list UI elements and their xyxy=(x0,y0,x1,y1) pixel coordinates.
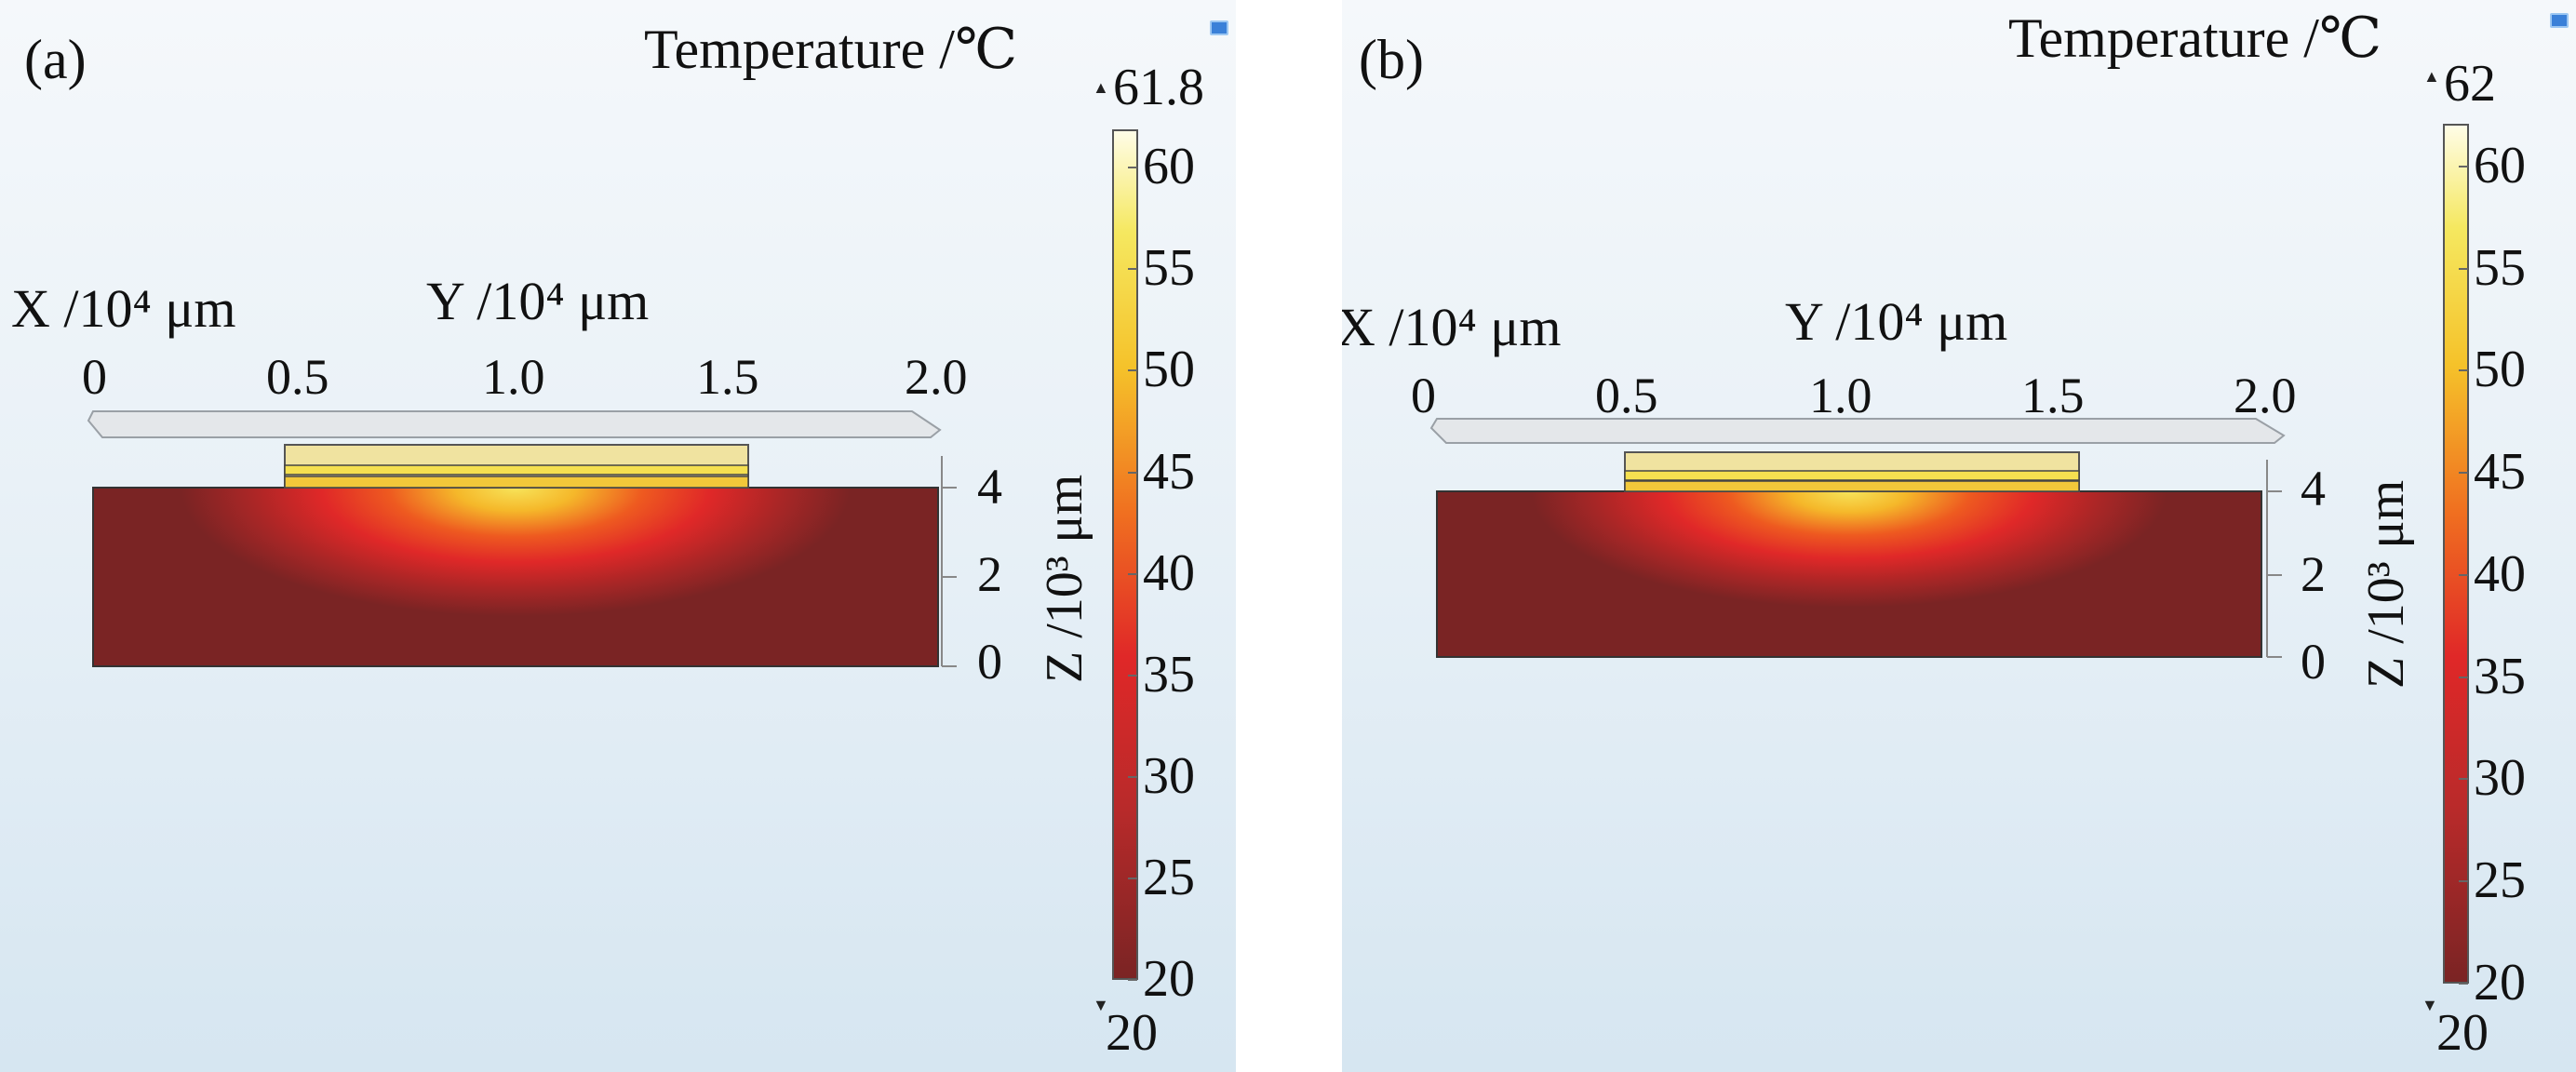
colorbar-title: Temperature /℃ xyxy=(2008,7,2382,69)
colorbar-tick-35: 35 xyxy=(1143,645,1195,704)
colorbar-tick-40: 40 xyxy=(1143,543,1195,602)
colorbar-tick-mark xyxy=(2459,472,2468,475)
film-layer-bottom xyxy=(284,476,749,489)
scene-b xyxy=(1429,124,2469,984)
colorbar-tick-50: 50 xyxy=(1143,341,1195,399)
heatmap-panel-a: (a) Temperature /℃ ▲ 61.8 ▼ 20 60 55 50 45 4… xyxy=(0,0,1236,1072)
colorbar-tick-mark xyxy=(2459,369,2468,372)
x-tick-2.0: 2.0 xyxy=(2234,368,2297,423)
colorbar-tick-60: 60 xyxy=(2474,136,2526,194)
z-tick-2: 2 xyxy=(2301,546,2326,602)
ground-plane xyxy=(1429,418,2286,444)
colorbar-tick-mark xyxy=(1128,572,1137,575)
film-layer xyxy=(284,464,749,476)
x-tick-0.5: 0.5 xyxy=(266,349,329,405)
x-tick-1.0: 1.0 xyxy=(482,349,545,405)
colorbar-tick-mark xyxy=(2459,983,2468,985)
z-tick-4: 4 xyxy=(2301,461,2326,516)
colorbar-tick-45: 45 xyxy=(2474,443,2526,502)
colorbar-tick-50: 50 xyxy=(2474,341,2526,399)
y-axis-title: Y /10⁴ μm xyxy=(1785,291,2008,352)
z-tick-0: 0 xyxy=(2301,634,2326,690)
z-tick-0: 0 xyxy=(977,634,1002,690)
colorbar-tick-25: 25 xyxy=(1143,848,1195,906)
x-tick-0: 0 xyxy=(1411,368,1436,423)
x-tick-2.0: 2.0 xyxy=(905,349,968,405)
colorbar-tick-mark xyxy=(1128,775,1137,778)
panel-label: (b) xyxy=(1359,29,1424,90)
colorbar-tick-mark xyxy=(2459,267,2468,270)
film-layer xyxy=(1624,470,2080,481)
x-axis-title: X /10⁴ μm xyxy=(11,278,236,339)
heatmap-panel-b: (b) Temperature /℃ ▲ 62 ▼ 20 60 55 50 45 40 3… xyxy=(1342,0,2576,1072)
colorbar-tick-30: 30 xyxy=(2474,749,2526,808)
colorbar-tick-45: 45 xyxy=(1143,442,1195,501)
z-axis-title: Z /10³ μm xyxy=(2357,479,2415,689)
min-arrow-icon: ▼ xyxy=(2422,996,2438,1014)
app-logo-icon xyxy=(1210,20,1228,35)
colorbar-tick-30: 30 xyxy=(1143,746,1195,805)
colorbar-max-label: 61.8 xyxy=(1113,59,1204,116)
colorbar-tick-mark xyxy=(1128,471,1137,474)
substrate-heat xyxy=(1436,490,2262,658)
x-axis-title: X /10⁴ μm xyxy=(1342,297,1562,357)
substrate-heat xyxy=(92,487,939,667)
colorbar-tick-55: 55 xyxy=(1143,239,1195,298)
panel-label: (a) xyxy=(24,29,87,90)
colorbar-tick-25: 25 xyxy=(2474,851,2526,910)
colorbar-tick-mark xyxy=(1128,369,1137,372)
colorbar-tick-55: 55 xyxy=(2474,238,2526,297)
colorbar-tick-mark xyxy=(2459,880,2468,883)
colorbar-tick-60: 60 xyxy=(1143,138,1195,196)
x-tick-0.5: 0.5 xyxy=(1595,368,1658,423)
colorbar-tick-mark xyxy=(2459,165,2468,168)
colorbar-tick-mark xyxy=(1128,674,1137,677)
x-tick-1.0: 1.0 xyxy=(1809,368,1872,423)
z-tick-4: 4 xyxy=(977,459,1002,515)
x-tick-1.5: 1.5 xyxy=(696,349,759,405)
film-layer-bottom xyxy=(1624,480,2080,492)
colorbar-a xyxy=(1112,129,1138,980)
colorbar-tick-mark xyxy=(2459,573,2468,576)
colorbar-b xyxy=(2443,124,2469,984)
ground-plane xyxy=(87,410,942,438)
z-axis-title: Z /10³ μm xyxy=(1036,474,1093,683)
colorbar-tick-35: 35 xyxy=(2474,647,2526,705)
x-tick-1.5: 1.5 xyxy=(2021,368,2085,423)
max-arrow-icon: ▲ xyxy=(1093,78,1109,97)
colorbar-tick-mark xyxy=(1128,167,1137,169)
x-tick-0: 0 xyxy=(82,349,107,405)
colorbar-min-label: 20 xyxy=(1106,1004,1158,1062)
colorbar-tick-mark xyxy=(2459,676,2468,678)
max-arrow-icon: ▲ xyxy=(2423,67,2440,86)
app-logo-icon xyxy=(2550,13,2569,28)
colorbar-min-label: 20 xyxy=(2436,1004,2489,1062)
colorbar-tick-mark xyxy=(1128,979,1137,981)
colorbar-tick-40: 40 xyxy=(2474,544,2526,603)
colorbar-tick-mark xyxy=(1128,877,1137,879)
y-axis-title: Y /10⁴ μm xyxy=(426,271,650,331)
min-arrow-icon: ▼ xyxy=(1093,996,1109,1014)
scene-a xyxy=(87,129,1138,980)
colorbar-tick-20: 20 xyxy=(1143,950,1195,1008)
z-tick-2: 2 xyxy=(977,546,1002,602)
colorbar-tick-mark xyxy=(1128,268,1137,271)
colorbar-tick-mark xyxy=(2459,778,2468,781)
colorbar-max-label: 62 xyxy=(2444,55,2496,113)
colorbar-tick-20: 20 xyxy=(2474,954,2526,1012)
colorbar-title: Temperature /℃ xyxy=(644,19,1018,80)
